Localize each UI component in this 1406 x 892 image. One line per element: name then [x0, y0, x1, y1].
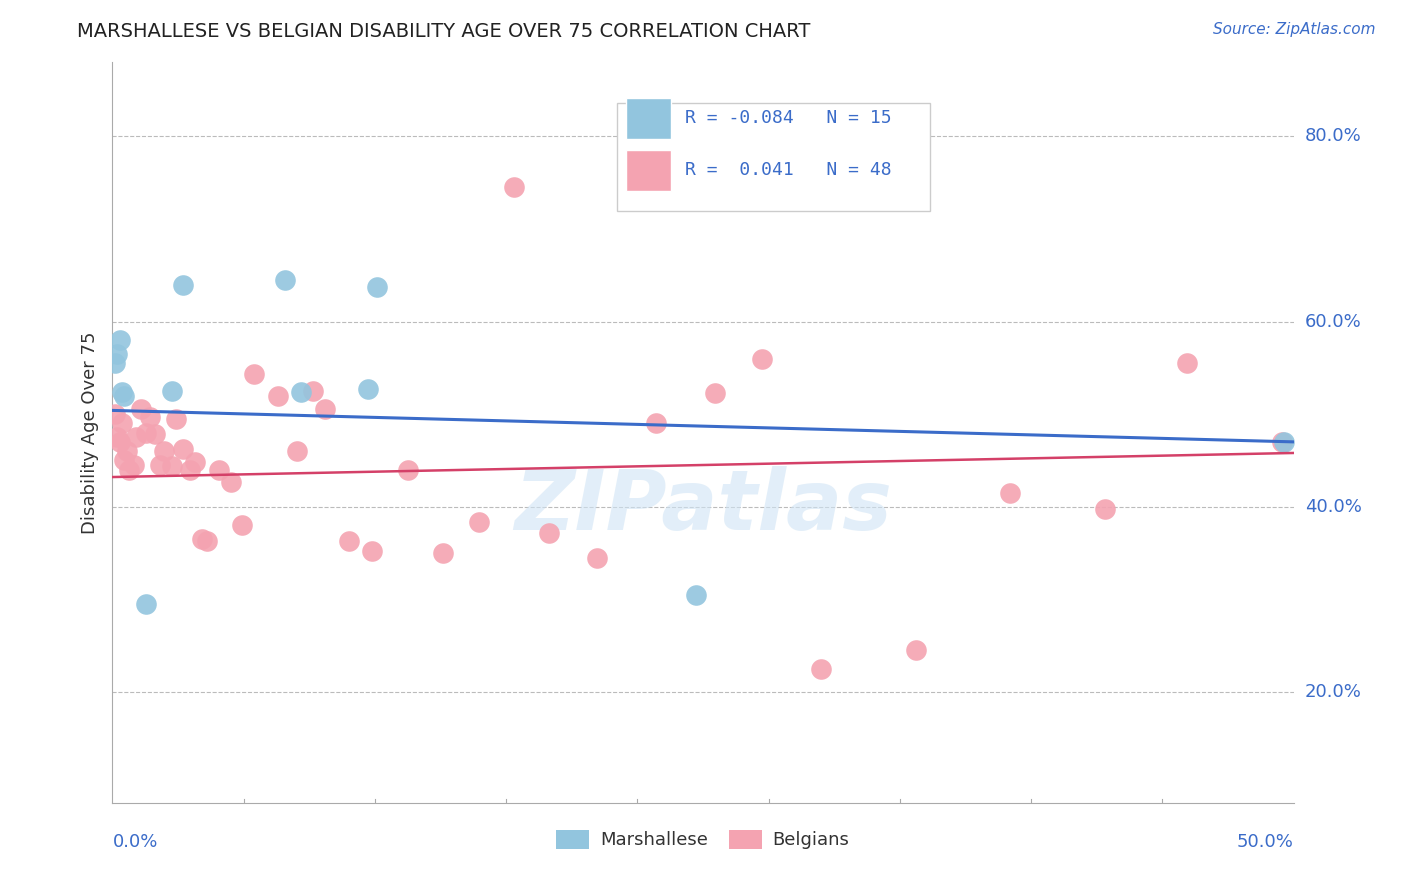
Point: [1175, 356, 1198, 370]
Text: 40.0%: 40.0%: [1305, 498, 1361, 516]
Point: [219, 475, 242, 489]
Point: [644, 417, 666, 431]
Point: [1272, 434, 1295, 449]
FancyBboxPatch shape: [617, 103, 929, 211]
Point: [274, 273, 297, 287]
Text: 20.0%: 20.0%: [1305, 682, 1361, 701]
Point: [105, 430, 128, 444]
Point: [366, 280, 388, 294]
Point: [108, 434, 131, 449]
Point: [105, 347, 128, 361]
Point: [104, 407, 127, 421]
Y-axis label: Disability Age Over 75: Disability Age Over 75: [80, 331, 98, 534]
Point: [179, 462, 201, 476]
Text: Source: ZipAtlas.com: Source: ZipAtlas.com: [1212, 22, 1375, 37]
Text: 50.0%: 50.0%: [1237, 833, 1294, 851]
Point: [585, 550, 607, 565]
Text: 0.0%: 0.0%: [112, 833, 157, 851]
Point: [139, 409, 162, 424]
Point: [503, 180, 526, 194]
Point: [267, 389, 290, 403]
Point: [135, 425, 157, 440]
Point: [108, 333, 131, 347]
Text: 80.0%: 80.0%: [1305, 128, 1361, 145]
Point: [135, 597, 157, 611]
Point: [195, 533, 218, 548]
Legend: Marshallese, Belgians: Marshallese, Belgians: [550, 823, 856, 856]
Point: [125, 430, 148, 444]
Point: [160, 458, 183, 473]
Point: [998, 485, 1021, 500]
Point: [208, 462, 231, 476]
FancyBboxPatch shape: [626, 98, 671, 138]
Point: [685, 588, 707, 602]
Point: [356, 382, 378, 396]
Point: [285, 444, 308, 458]
Point: [904, 643, 927, 657]
Point: [231, 518, 253, 533]
Text: MARSHALLESE VS BELGIAN DISABILITY AGE OVER 75 CORRELATION CHART: MARSHALLESE VS BELGIAN DISABILITY AGE OV…: [77, 22, 811, 41]
Point: [112, 389, 135, 403]
Point: [160, 384, 183, 398]
Point: [172, 277, 194, 292]
Point: [243, 368, 266, 382]
Text: 60.0%: 60.0%: [1305, 312, 1361, 331]
Text: R =  0.041   N = 48: R = 0.041 N = 48: [685, 161, 891, 178]
Point: [143, 427, 166, 442]
Point: [122, 458, 145, 472]
Point: [111, 417, 134, 431]
Point: [104, 356, 127, 370]
Text: R = -0.084   N = 15: R = -0.084 N = 15: [685, 109, 891, 127]
Point: [314, 402, 336, 417]
Point: [337, 533, 360, 548]
Point: [184, 455, 207, 469]
Point: [111, 384, 134, 399]
Point: [191, 532, 214, 546]
Point: [118, 462, 141, 476]
Point: [538, 525, 561, 540]
Point: [1094, 501, 1116, 516]
FancyBboxPatch shape: [626, 150, 671, 191]
Point: [751, 351, 773, 366]
Point: [703, 385, 725, 400]
Point: [153, 444, 176, 458]
Point: [810, 662, 832, 676]
Point: [290, 384, 312, 399]
Point: [396, 462, 419, 476]
Point: [467, 516, 489, 530]
Point: [432, 546, 454, 560]
Point: [172, 442, 194, 457]
Point: [302, 384, 325, 398]
Point: [149, 458, 172, 472]
Point: [129, 402, 152, 417]
Point: [115, 444, 138, 458]
Point: [165, 411, 187, 425]
Point: [112, 453, 135, 467]
Point: [361, 544, 384, 558]
Point: [1271, 434, 1294, 449]
Text: ZIPatlas: ZIPatlas: [515, 467, 891, 547]
